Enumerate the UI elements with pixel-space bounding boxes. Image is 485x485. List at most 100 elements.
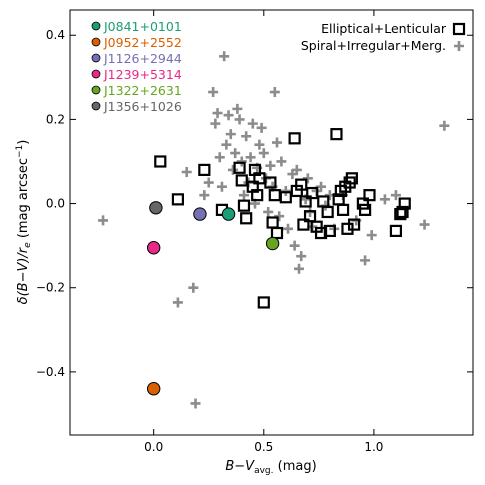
elliptical-point	[396, 205, 409, 219]
y-tick-label: −0.2	[36, 281, 65, 295]
spiral-point	[230, 148, 241, 159]
spiral-point	[227, 164, 238, 175]
spiral-point	[276, 156, 287, 167]
legend-label: J1356+1026	[103, 99, 182, 114]
spiral-point	[379, 194, 390, 205]
spiral-point	[221, 139, 232, 150]
spiral-point	[212, 108, 223, 119]
elliptical-point	[198, 163, 211, 177]
elliptical-point	[171, 193, 185, 206]
elliptical-point	[279, 191, 292, 204]
legend-marker	[91, 101, 101, 111]
spiral-point	[238, 190, 249, 201]
spiral-point	[254, 139, 265, 150]
x-tick-label: 0.0	[144, 440, 163, 454]
elliptical-point	[330, 128, 343, 141]
spiral-point	[199, 190, 210, 201]
y-tick-label: 0.4	[46, 28, 65, 42]
spiral-point	[289, 240, 300, 251]
legend-objects: J0841+0101J0952+2552J1126+2944J1239+5314…	[91, 19, 182, 114]
object-point	[146, 241, 161, 255]
x-tick-label: 0.5	[254, 440, 273, 454]
spiral-point	[98, 215, 109, 226]
object-point	[146, 382, 161, 396]
elliptical-point	[288, 132, 301, 145]
elliptical-point	[297, 218, 310, 231]
legend-marker	[91, 53, 101, 63]
elliptical-point	[257, 296, 270, 309]
elliptical-point	[323, 224, 336, 238]
legend-label: J0952+2552	[103, 35, 182, 50]
spiral-point	[291, 164, 302, 175]
elliptical-point	[345, 172, 358, 185]
elliptical-point	[235, 174, 248, 187]
spiral-point	[210, 118, 221, 129]
spiral-point	[280, 185, 291, 196]
y-axis-label: δ(B−V)/re (mag arcsec−1)	[15, 140, 33, 305]
data-marks	[98, 51, 450, 409]
spiral-point	[190, 398, 201, 409]
legend-marker	[91, 85, 101, 95]
elliptical-point	[154, 155, 167, 168]
y-tick-label: −0.4	[36, 365, 65, 379]
elliptical-point	[347, 218, 361, 231]
elliptical-point	[266, 216, 279, 229]
spiral-point	[360, 255, 371, 266]
legend-label: J1239+5314	[103, 67, 182, 82]
legend-morphology: Elliptical+Lenticular Spiral+Irregular+Me…	[301, 21, 466, 53]
elliptical-point	[398, 197, 411, 210]
plot-frame	[69, 9, 474, 436]
elliptical-point	[358, 203, 372, 216]
spiral-point	[216, 181, 227, 192]
spiral-point	[419, 219, 430, 230]
elliptical-point	[251, 189, 264, 202]
elliptical-point	[299, 195, 312, 208]
spiral-point	[265, 160, 276, 171]
legend-label: J1126+2944	[103, 51, 182, 66]
spiral-point	[272, 137, 283, 148]
spiral-point	[256, 122, 267, 133]
spiral-point	[263, 206, 274, 217]
elliptical-point	[295, 178, 308, 191]
spiral-point	[258, 148, 269, 159]
spiral-point	[390, 190, 401, 201]
elliptical-point	[363, 189, 376, 202]
x-axis-label: B−Vavg. (mag)	[225, 459, 316, 476]
spiral-point	[203, 177, 214, 188]
spiral-point	[247, 118, 258, 129]
spiral-point	[219, 51, 230, 62]
spiral-point	[302, 173, 313, 184]
elliptical-point	[233, 161, 246, 174]
elliptical-point	[389, 224, 403, 238]
elliptical-point	[270, 226, 284, 240]
spiral-point	[225, 129, 236, 140]
elliptical-point	[264, 176, 277, 189]
spiral-point	[241, 131, 252, 142]
spiral-point	[214, 152, 225, 163]
object-point	[265, 236, 280, 251]
legend-label: J0841+0101	[103, 19, 182, 34]
spiral-point	[232, 103, 243, 114]
spiral-point	[269, 87, 280, 98]
spiral-point	[208, 87, 219, 98]
elliptical-point	[356, 197, 369, 210]
elliptical-point	[237, 199, 251, 212]
spiral-point	[188, 282, 199, 293]
spiral-point	[296, 251, 307, 262]
elliptical-point	[314, 226, 328, 240]
elliptical-point	[303, 210, 317, 223]
legend-marker	[454, 41, 464, 51]
spiral-point	[236, 156, 247, 167]
spiral-point	[274, 211, 285, 222]
spiral-point	[294, 263, 305, 274]
spiral-point	[366, 230, 377, 241]
legend-marker	[91, 21, 101, 31]
legend-marker	[91, 37, 101, 47]
y-tick-label: 0.2	[46, 112, 65, 126]
y-tick-label: 0.0	[46, 197, 65, 211]
spiral-point	[172, 297, 183, 308]
legend-marker	[452, 22, 466, 36]
spiral-point	[316, 181, 327, 192]
spiral-point	[181, 167, 192, 178]
